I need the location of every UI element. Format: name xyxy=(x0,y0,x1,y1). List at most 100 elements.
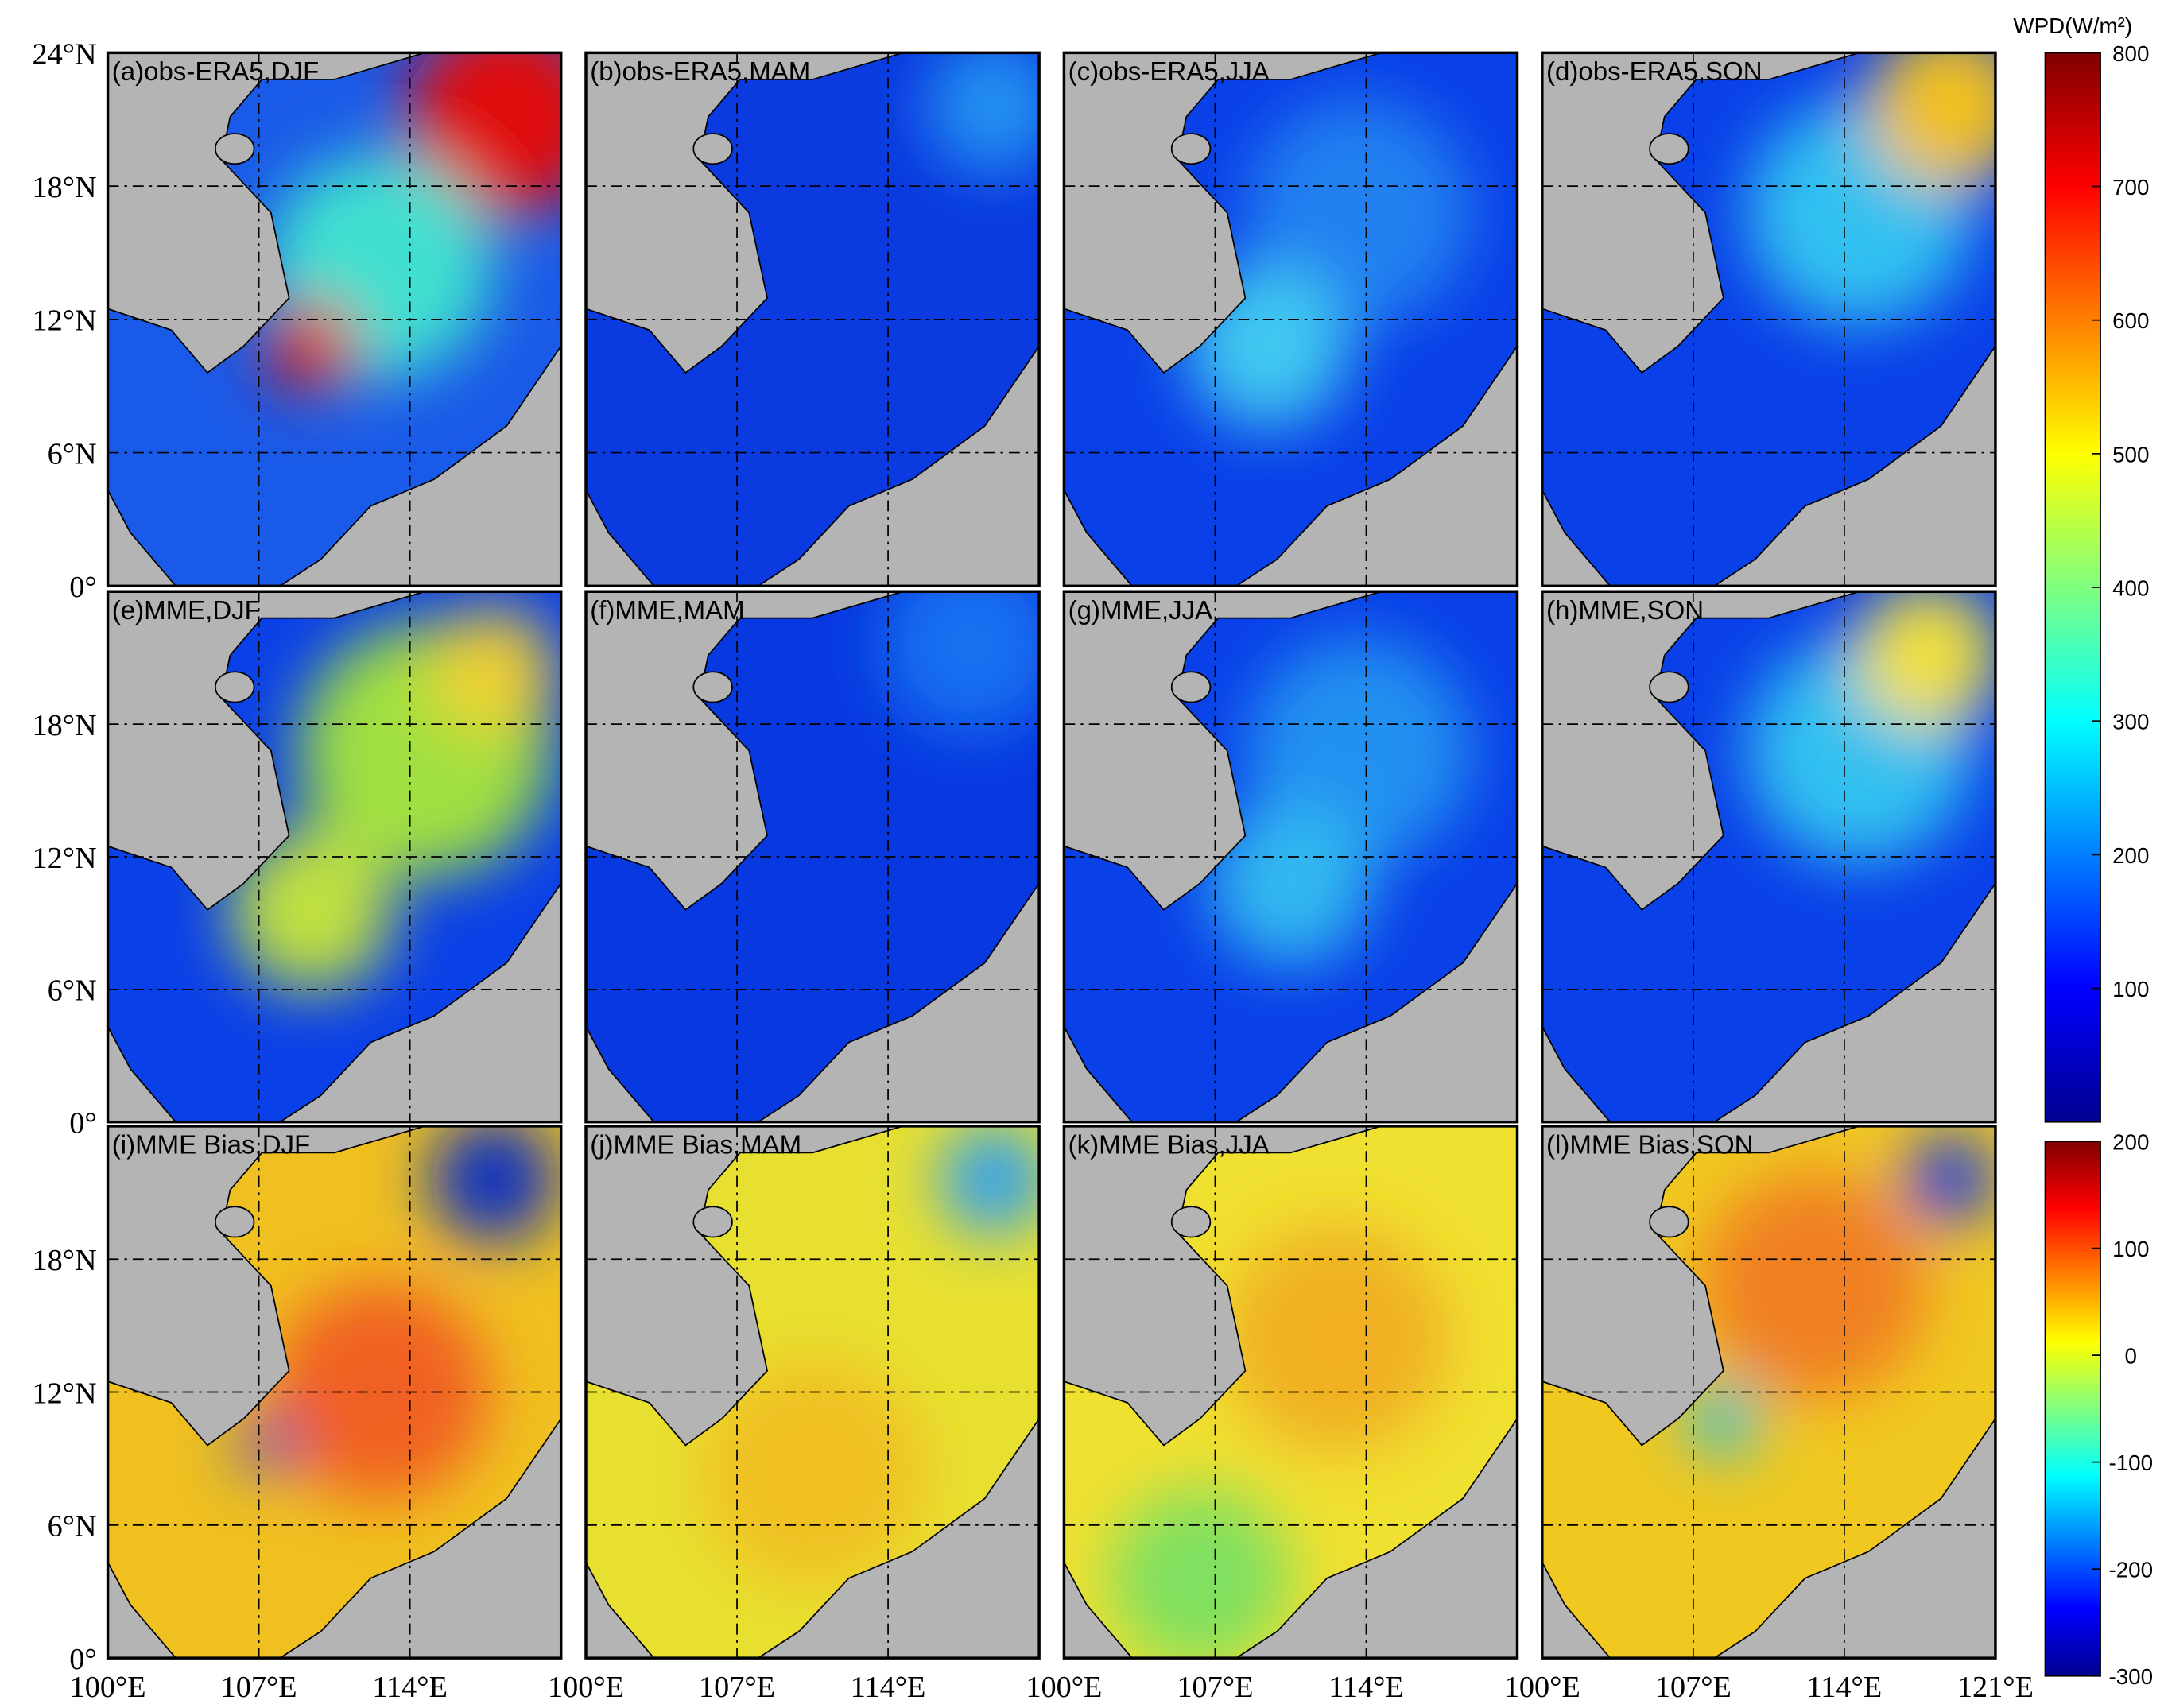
sea-blobs xyxy=(266,52,561,392)
panel-label: (a)obs-ERA5,DJF xyxy=(112,56,320,86)
island xyxy=(1170,671,1212,703)
panel-label: (g)MME,JJA xyxy=(1068,595,1213,625)
island xyxy=(692,1206,733,1238)
lat-tick-label: 24°N xyxy=(33,37,97,71)
sea-blob xyxy=(1855,591,1995,728)
map-panel xyxy=(1062,1125,1519,1660)
panel-label: (e)MME,DJF xyxy=(112,595,261,625)
colorbar-title: WPD(W/m²) xyxy=(2013,14,2132,38)
lon-tick-label: 100°E xyxy=(1026,1671,1102,1704)
sea-blobs xyxy=(699,1125,1040,1586)
panel-label: (h)MME,SON xyxy=(1546,595,1704,625)
lon-tick-label: 114°E xyxy=(851,1671,926,1704)
sea-blobs xyxy=(1687,1133,1995,1455)
map-panel xyxy=(1541,590,1997,1124)
sea-blobs xyxy=(1208,637,1472,965)
lon-tick-label: 114°E xyxy=(1807,1671,1883,1704)
panel-frame xyxy=(106,51,563,588)
panel-frame xyxy=(584,1125,1041,1660)
island xyxy=(1170,1206,1212,1238)
lon-tick-label: 114°E xyxy=(372,1671,448,1704)
lon-tick-label: 107°E xyxy=(1655,1671,1732,1704)
sea-blob xyxy=(270,1283,489,1501)
panel-frame xyxy=(1062,590,1519,1124)
sea-blob xyxy=(699,1358,926,1586)
panel-label: (c)obs-ERA5,JJA xyxy=(1068,56,1270,86)
map-panel xyxy=(584,590,1041,1124)
island xyxy=(215,671,255,703)
island xyxy=(692,671,733,703)
island xyxy=(1649,1206,1689,1238)
map-panel xyxy=(1541,51,1997,588)
colorbar-tick-label: 300 xyxy=(2112,710,2149,734)
panel-label: (l)MME Bias,SON xyxy=(1546,1130,1753,1160)
colorbar-tick-label: 500 xyxy=(2112,442,2149,467)
sea-blob xyxy=(429,1125,557,1243)
sea-blob xyxy=(429,607,557,735)
colorbar-tick-label: -200 xyxy=(2108,1558,2153,1582)
colorbar-tick-label: 200 xyxy=(2112,1129,2149,1154)
panel-frame xyxy=(584,51,1041,588)
colorbar-tick-label: 100 xyxy=(2112,977,2149,1001)
lat-tick-label: 12°N xyxy=(33,1377,97,1410)
lat-tick-label: 6°N xyxy=(48,437,97,471)
map-panel xyxy=(584,1125,1041,1660)
map-panel xyxy=(106,1125,563,1660)
map-panel xyxy=(1062,51,1519,588)
island xyxy=(1649,671,1689,703)
colorbar-tick-label: 200 xyxy=(2112,843,2149,868)
map-panel xyxy=(1062,590,1519,1124)
colorbar-tick-label: 0 xyxy=(2125,1344,2137,1369)
sea-blobs xyxy=(1746,52,1995,327)
sea-blob xyxy=(925,52,1040,174)
island xyxy=(215,133,255,165)
panel-label: (b)obs-ERA5,MAM xyxy=(590,56,810,86)
sea-blob xyxy=(1687,1382,1760,1455)
island xyxy=(215,1206,255,1238)
lon-tick-label: 100°E xyxy=(70,1671,146,1704)
colorbar-tick-label: 600 xyxy=(2112,308,2149,333)
panel-label: (j)MME Bias,MAM xyxy=(590,1130,801,1160)
map-panel xyxy=(1541,1125,1997,1660)
colorbar-tick-label: 400 xyxy=(2112,575,2149,600)
lat-tick-label: 18°N xyxy=(33,171,97,204)
lat-tick-label: 0° xyxy=(69,1107,96,1141)
panel-label: (f)MME,MAM xyxy=(590,595,744,625)
sea-blobs xyxy=(1746,591,1995,865)
panel-frame xyxy=(1541,590,1997,1124)
panel-frame xyxy=(1541,51,1997,588)
panel-label: (d)obs-ERA5,SON xyxy=(1546,56,1763,86)
colorbar-tick-label: 800 xyxy=(2112,41,2149,66)
lat-tick-label: 0° xyxy=(69,571,96,604)
sea-blob xyxy=(1701,1172,1928,1400)
lon-tick-label: 100°E xyxy=(548,1671,624,1704)
colorbar-tick-label: -300 xyxy=(2108,1664,2153,1689)
panel-label: (k)MME Bias,JJA xyxy=(1068,1130,1270,1160)
colorbar xyxy=(2044,52,2101,1123)
sea-blobs xyxy=(1109,1226,1450,1659)
colorbar-tick-label: -100 xyxy=(2108,1450,2153,1475)
sea-blobs xyxy=(925,52,1040,174)
lat-tick-label: 12°N xyxy=(33,304,97,338)
lon-tick-label: 107°E xyxy=(221,1671,297,1704)
sea-blob xyxy=(239,1418,294,1473)
lon-tick-label: 100°E xyxy=(1504,1671,1580,1704)
colorbar-tick-label: 100 xyxy=(2112,1237,2149,1261)
lat-tick-label: 0° xyxy=(69,1643,96,1676)
colorbar xyxy=(2044,1141,2101,1677)
panel-frame xyxy=(1062,1125,1519,1660)
lat-tick-label: 18°N xyxy=(33,1244,97,1277)
sea-blob xyxy=(1904,1133,1995,1225)
map-panel xyxy=(106,590,563,1124)
sea-blob xyxy=(880,591,1040,736)
lat-tick-label: 18°N xyxy=(33,709,97,742)
panel-frame xyxy=(1062,51,1519,588)
sea-blob xyxy=(1208,801,1373,965)
sea-blob xyxy=(1868,52,1995,188)
island xyxy=(1649,133,1689,165)
sea-blob xyxy=(1245,99,1472,327)
map-panel xyxy=(106,51,563,588)
lon-tick-label: 121°E xyxy=(1957,1671,2034,1704)
sea-blobs xyxy=(880,591,1040,736)
